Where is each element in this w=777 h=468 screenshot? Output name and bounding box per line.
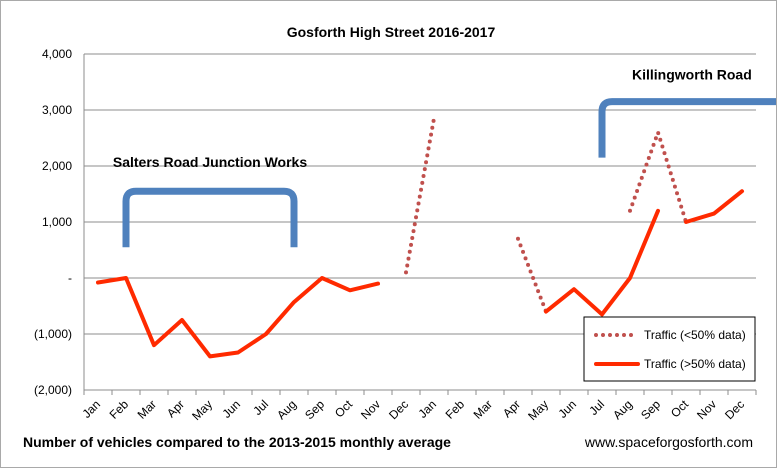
x-tick-label-7: Aug bbox=[274, 397, 299, 422]
x-tick-label-4: May bbox=[189, 397, 215, 423]
series-0-segment-1 bbox=[516, 236, 548, 314]
x-tick-label-23: Dec bbox=[722, 397, 747, 422]
annotation-label-1: Killingworth Road bbox=[632, 67, 752, 83]
x-tick-label-11: Dec bbox=[386, 397, 411, 422]
x-tick-label-13: Feb bbox=[443, 397, 468, 422]
chart-title: Gosforth High Street 2016-2017 bbox=[287, 24, 496, 40]
x-tick-label-16: May bbox=[525, 397, 551, 423]
data-series bbox=[96, 116, 744, 359]
x-tick-label-9: Oct bbox=[332, 397, 356, 421]
x-tick-label-8: Sep bbox=[302, 397, 327, 422]
series-0-segment-0 bbox=[404, 116, 436, 275]
x-tick-label-5: Jun bbox=[220, 397, 244, 421]
y-axis: 4,000 3,000 2,000 1,000 - (1,000) (2,000) bbox=[34, 47, 85, 397]
x-tick-label-20: Sep bbox=[638, 397, 663, 422]
y-tick-label-1: 3,000 bbox=[42, 103, 72, 117]
annotation-brackets: Salters Road Junction Works Killingworth … bbox=[113, 67, 776, 248]
legend-label-0: Traffic (<50% data) bbox=[644, 328, 746, 342]
series-0-segment-2 bbox=[628, 126, 688, 224]
y-tick-label-6: (2,000) bbox=[34, 383, 72, 397]
x-tick-label-12: Jan bbox=[416, 397, 440, 421]
x-tick-label-21: Oct bbox=[668, 397, 692, 421]
x-tick-label-10: Nov bbox=[358, 397, 383, 422]
x-axis: Jan Feb Mar Apr May Jun Jul Aug Sep Oct Nov Dec Jan F… bbox=[80, 390, 757, 423]
x-tick-label-17: Jun bbox=[556, 397, 580, 421]
y-tick-label-5: (1,000) bbox=[34, 327, 72, 341]
series-1-segment-2 bbox=[684, 189, 744, 224]
x-axis-label: Number of vehicles compared to the 2013-… bbox=[23, 434, 451, 450]
x-tick-label-22: Nov bbox=[694, 397, 719, 422]
legend-box bbox=[583, 316, 756, 382]
legend-label-1: Traffic (>50% data) bbox=[644, 357, 746, 371]
y-tick-label-2: 2,000 bbox=[42, 159, 72, 173]
x-tick-label-1: Feb bbox=[107, 397, 132, 422]
x-tick-label-18: Jul bbox=[586, 397, 607, 418]
x-tick-label-0: Jan bbox=[80, 397, 104, 421]
x-tick-label-2: Mar bbox=[135, 397, 160, 422]
x-tick-label-19: Aug bbox=[610, 397, 635, 422]
y-tick-label-0: 4,000 bbox=[42, 47, 72, 61]
x-tick-label-6: Jul bbox=[250, 397, 271, 418]
source-url: www.spaceforgosforth.com bbox=[584, 434, 753, 450]
x-tick-label-15: Apr bbox=[500, 397, 523, 420]
bracket-1 bbox=[598, 98, 776, 158]
legend: Traffic (<50% data) Traffic (>50% data) bbox=[583, 316, 756, 382]
y-tick-label-4: - bbox=[68, 271, 72, 285]
x-tick-label-3: Apr bbox=[164, 397, 187, 420]
bracket-0 bbox=[122, 187, 298, 248]
annotation-label-0: Salters Road Junction Works bbox=[113, 154, 307, 170]
series-1-segment-1 bbox=[544, 208, 660, 317]
y-tick-label-3: 1,000 bbox=[42, 215, 72, 229]
series-1-segment-0 bbox=[96, 276, 380, 359]
x-tick-label-14: Mar bbox=[471, 397, 496, 422]
